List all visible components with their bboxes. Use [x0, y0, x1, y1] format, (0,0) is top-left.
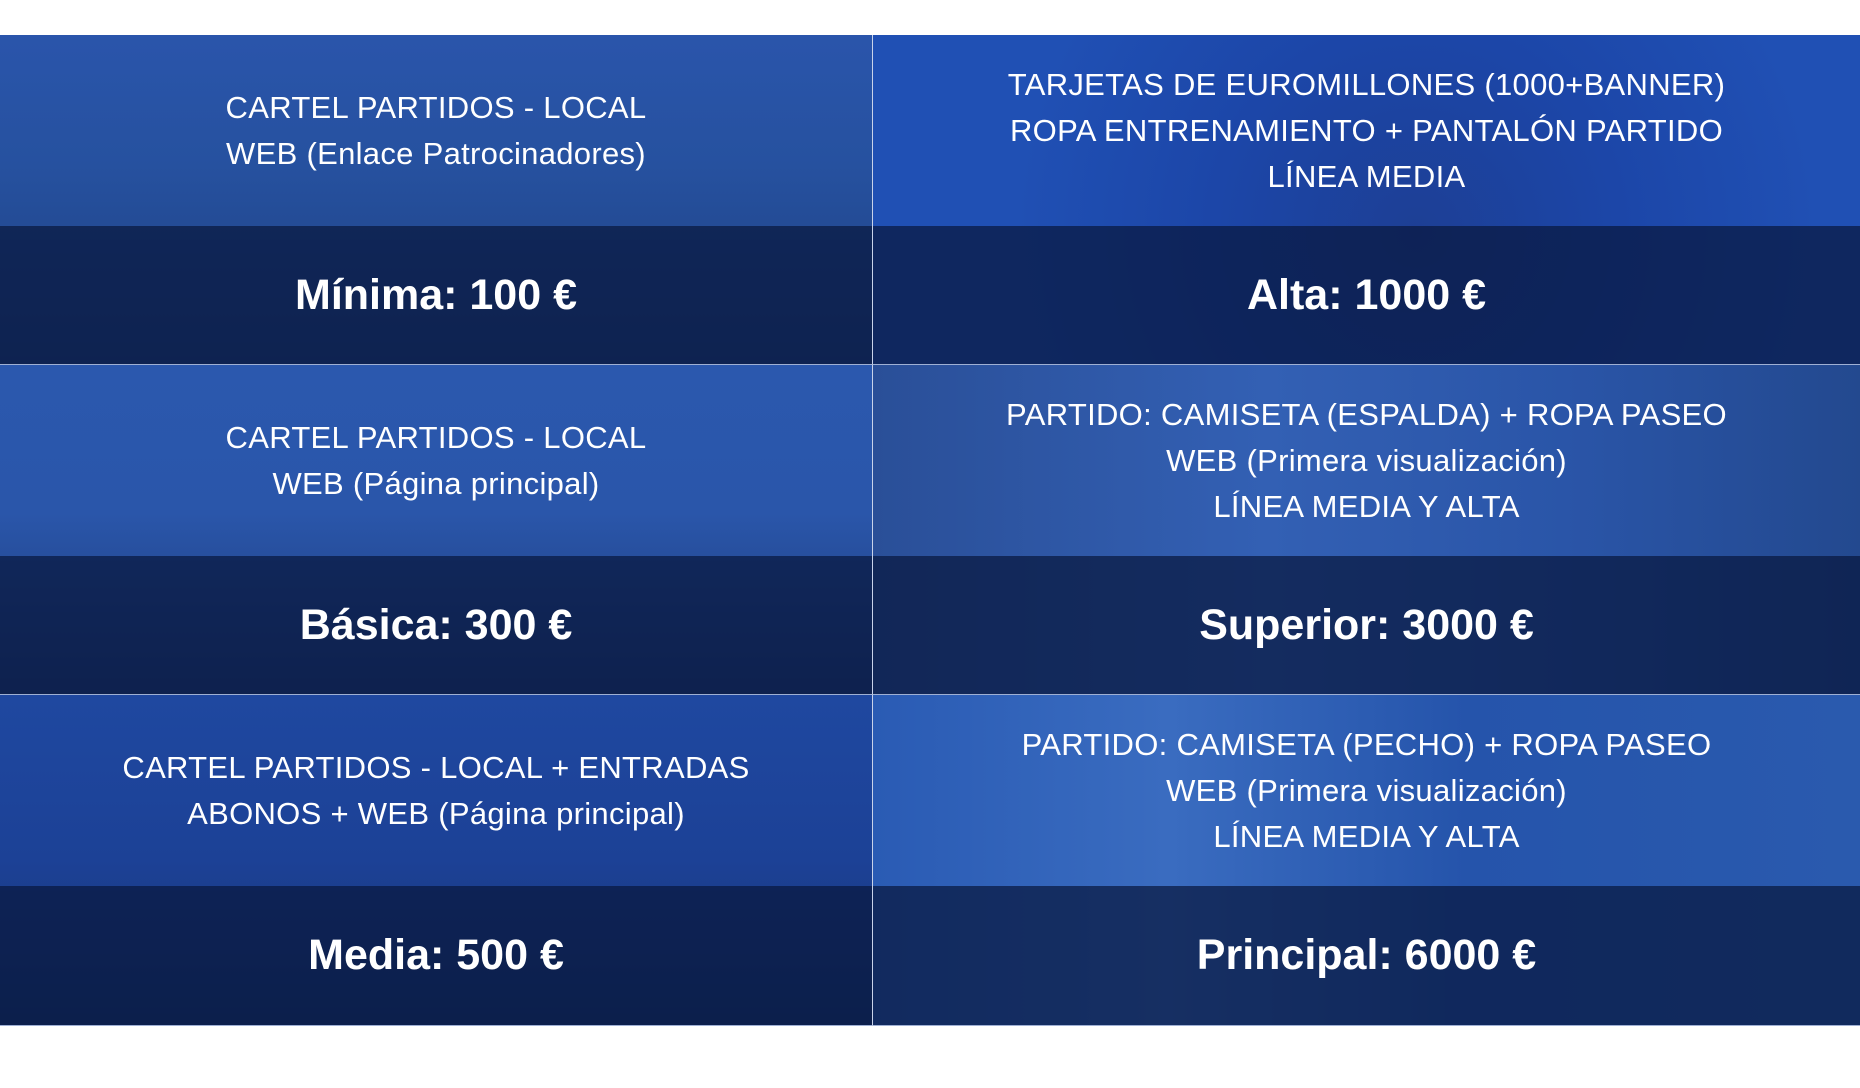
feature-line: WEB (Enlace Patrocinadores) — [226, 135, 646, 171]
feature-line: LÍNEA MEDIA — [1267, 158, 1466, 194]
feature-line: WEB (Primera visualización) — [1166, 442, 1567, 478]
package-card-basica: CARTEL PARTIDOS - LOCAL WEB (Página prin… — [0, 365, 873, 695]
package-price: Media: 500 € — [0, 886, 872, 1025]
package-card-principal: PARTIDO: CAMISETA (PECHO) + ROPA PASEO W… — [873, 695, 1860, 1026]
sponsorship-grid: CARTEL PARTIDOS - LOCAL WEB (Enlace Patr… — [0, 35, 1860, 1026]
feature-line: WEB (Primera visualización) — [1166, 772, 1567, 808]
package-features: CARTEL PARTIDOS - LOCAL WEB (Página prin… — [0, 365, 872, 556]
package-card-alta: TARJETAS DE EUROMILLONES (1000+BANNER) R… — [873, 35, 1860, 365]
package-features: CARTEL PARTIDOS - LOCAL + ENTRADAS ABONO… — [0, 695, 872, 886]
package-features: PARTIDO: CAMISETA (PECHO) + ROPA PASEO W… — [873, 695, 1860, 886]
package-card-superior: PARTIDO: CAMISETA (ESPALDA) + ROPA PASEO… — [873, 365, 1860, 695]
feature-line: PARTIDO: CAMISETA (PECHO) + ROPA PASEO — [1021, 726, 1712, 762]
package-card-media: CARTEL PARTIDOS - LOCAL + ENTRADAS ABONO… — [0, 695, 873, 1026]
feature-line: TARJETAS DE EUROMILLONES (1000+BANNER) — [1007, 66, 1726, 102]
feature-line: ROPA ENTRENAMIENTO + PANTALÓN PARTIDO — [1009, 112, 1724, 148]
package-features: PARTIDO: CAMISETA (ESPALDA) + ROPA PASEO… — [873, 365, 1860, 556]
package-features: CARTEL PARTIDOS - LOCAL WEB (Enlace Patr… — [0, 35, 872, 226]
package-price: Alta: 1000 € — [873, 226, 1860, 364]
feature-line: LÍNEA MEDIA Y ALTA — [1213, 488, 1520, 524]
feature-line: CARTEL PARTIDOS - LOCAL — [225, 419, 647, 455]
package-price: Mínima: 100 € — [0, 226, 872, 364]
package-price: Principal: 6000 € — [873, 886, 1860, 1025]
feature-line: LÍNEA MEDIA Y ALTA — [1213, 818, 1520, 854]
feature-line: WEB (Página principal) — [272, 465, 600, 501]
feature-line: CARTEL PARTIDOS - LOCAL + ENTRADAS — [122, 749, 750, 785]
feature-line: ABONOS + WEB (Página principal) — [187, 795, 685, 831]
feature-line: PARTIDO: CAMISETA (ESPALDA) + ROPA PASEO — [1006, 396, 1727, 432]
package-price: Superior: 3000 € — [873, 556, 1860, 694]
package-price: Básica: 300 € — [0, 556, 872, 694]
feature-line: CARTEL PARTIDOS - LOCAL — [225, 89, 647, 125]
package-card-minima: CARTEL PARTIDOS - LOCAL WEB (Enlace Patr… — [0, 35, 873, 365]
package-features: TARJETAS DE EUROMILLONES (1000+BANNER) R… — [873, 35, 1860, 226]
